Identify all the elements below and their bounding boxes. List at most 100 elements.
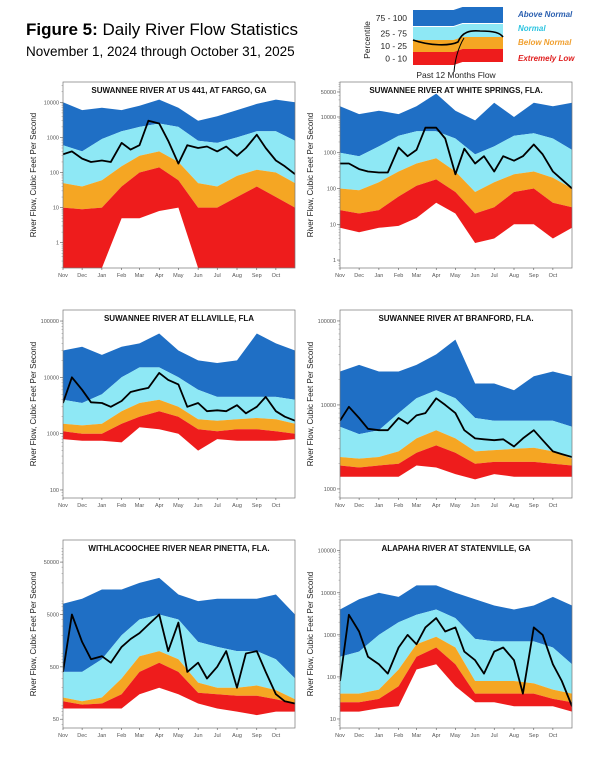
x-tick-label: Oct xyxy=(272,503,281,509)
y-tick-label: 50000 xyxy=(44,560,59,566)
panel-title: SUWANNEE RIVER AT WHITE SPRINGS, FLA. xyxy=(369,86,542,95)
chart-panel: 10 100 1000 10000 100000 Nov Dec Jan Feb Mar Apr Ma… xyxy=(306,539,573,739)
x-tick-label: Mar xyxy=(412,273,422,279)
y-tick-label: 5000 xyxy=(47,612,59,618)
legend-range-label: 25 - 75 xyxy=(381,29,408,39)
plot-frame xyxy=(339,539,573,729)
plot-area xyxy=(63,99,295,268)
chart-panel: 50 500 5000 50000 Nov Dec Jan Feb Mar Apr May Jun Ju… xyxy=(29,539,296,739)
legend-category-label: Extremely Low xyxy=(518,54,575,63)
x-tick-label: Jan xyxy=(374,273,383,279)
x-tick-label: Jun xyxy=(471,733,480,739)
x-tick-label: May xyxy=(173,733,184,739)
x-tick-label: Jun xyxy=(194,503,203,509)
y-tick-label: 1000 xyxy=(324,151,336,157)
x-tick-label: Feb xyxy=(394,273,403,279)
band-extremely-low xyxy=(340,647,572,712)
flow-line xyxy=(340,613,572,707)
x-tick-label: Mar xyxy=(412,503,422,509)
x-tick-label: Sep xyxy=(529,273,539,279)
x-tick-label: Mar xyxy=(135,733,145,739)
x-tick-label: Nov xyxy=(58,733,68,739)
band-normal xyxy=(63,367,295,426)
legend-axis-label: Percentile xyxy=(362,21,372,59)
plot-area xyxy=(340,93,572,243)
x-tick-label: Aug xyxy=(509,733,519,739)
flow-line xyxy=(340,397,572,458)
band-normal xyxy=(340,390,572,459)
x-tick-label: Mar xyxy=(135,503,145,509)
x-tick-label: Jul xyxy=(214,503,221,509)
x-tick-label: Jul xyxy=(491,503,498,509)
band-normal xyxy=(340,609,572,694)
x-tick-label: Sep xyxy=(529,503,539,509)
legend-band-swatch xyxy=(413,49,503,65)
chart-panel: 1 10 100 1000 10000 Nov Dec Jan Feb Mar Apr May Jun J… xyxy=(29,81,296,279)
y-axis-label: River Flow, Cubic Feet Per Second xyxy=(29,113,38,238)
band-above-normal xyxy=(340,339,572,435)
x-tick-label: Jun xyxy=(471,273,480,279)
y-tick-label: 1000 xyxy=(324,633,336,639)
y-tick-label: 10000 xyxy=(321,591,336,597)
x-tick-label: Oct xyxy=(549,503,558,509)
x-tick-label: Nov xyxy=(335,273,345,279)
x-tick-label: Mar xyxy=(135,273,145,279)
x-tick-label: Sep xyxy=(252,273,262,279)
legend: Percentile 75 - 100 Above Normal 25 - 75 Nor… xyxy=(362,7,575,80)
x-tick-label: Aug xyxy=(232,273,242,279)
x-tick-label: Apr xyxy=(432,733,441,739)
x-tick-label: Dec xyxy=(77,733,87,739)
band-above-normal xyxy=(340,93,572,157)
x-tick-label: Mar xyxy=(412,733,422,739)
band-below-normal xyxy=(340,636,572,703)
panel-title: SUWANNEE RIVER AT BRANFORD, FLA. xyxy=(378,314,533,323)
x-tick-label: Jun xyxy=(194,733,203,739)
band-normal xyxy=(63,123,295,187)
panel-title: SUWANNEE RIVER AT US 441, AT FARGO, GA xyxy=(91,86,266,95)
x-tick-label: Jan xyxy=(97,733,106,739)
figure-title-text: Daily River Flow Statistics xyxy=(97,20,299,39)
y-axis-label: River Flow, Cubic Feet Per Second xyxy=(29,572,38,697)
y-tick-label: 10 xyxy=(330,222,336,228)
x-tick-label: Dec xyxy=(354,273,364,279)
y-tick-label: 100000 xyxy=(41,319,59,325)
legend-range-label: 0 - 10 xyxy=(385,54,407,64)
y-tick-label: 1 xyxy=(56,241,59,247)
band-below-normal xyxy=(63,651,295,705)
y-axis-label: River Flow, Cubic Feet Per Second xyxy=(306,572,315,697)
panel-title: WITHLACOOCHEE RIVER NEAR PINETTA, FLA. xyxy=(88,544,269,553)
y-tick-label: 100 xyxy=(50,488,59,494)
x-tick-label: Jan xyxy=(374,503,383,509)
plot-frame xyxy=(62,81,296,269)
plot-frame xyxy=(339,309,573,499)
y-tick-label: 500 xyxy=(50,665,59,671)
band-below-normal xyxy=(340,158,572,214)
x-tick-label: Jun xyxy=(471,503,480,509)
x-tick-label: Jun xyxy=(194,273,203,279)
flow-line xyxy=(63,372,295,422)
plot-frame xyxy=(339,81,573,269)
legend-category-label: Above Normal xyxy=(517,10,573,19)
x-tick-label: Aug xyxy=(232,733,242,739)
x-tick-label: Dec xyxy=(354,733,364,739)
plot-area xyxy=(63,333,295,451)
figure-subtitle: November 1, 2024 through October 31, 202… xyxy=(26,44,295,59)
flow-line xyxy=(63,119,295,175)
x-tick-label: Feb xyxy=(394,503,403,509)
legend-flow-label: Past 12 Months Flow xyxy=(416,70,496,80)
panels: 1 10 100 1000 10000 Nov Dec Jan Feb Mar Apr May Jun J… xyxy=(29,81,573,739)
x-tick-label: Apr xyxy=(155,273,164,279)
y-tick-label: 1000 xyxy=(47,135,59,141)
x-tick-label: Aug xyxy=(509,503,519,509)
plot-frame xyxy=(62,539,296,729)
band-below-normal xyxy=(63,151,295,210)
x-tick-label: Aug xyxy=(232,503,242,509)
legend-range-label: 10 - 25 xyxy=(381,41,408,51)
legend-band-swatch xyxy=(413,7,503,26)
y-tick-label: 100000 xyxy=(318,549,336,555)
band-normal xyxy=(340,131,572,192)
x-tick-label: Jul xyxy=(214,733,221,739)
x-tick-label: Dec xyxy=(354,503,364,509)
flow-line xyxy=(63,613,295,705)
x-tick-label: Dec xyxy=(77,273,87,279)
